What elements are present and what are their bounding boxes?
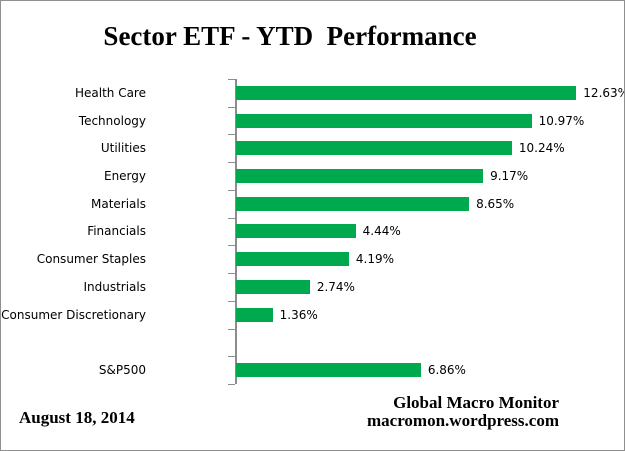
axis-tick [228, 384, 235, 385]
chart-row: Technology 10.97% [1, 107, 624, 135]
data-bar [236, 307, 273, 322]
chart-row: Health Care 12.63% [1, 79, 624, 107]
axis-tick [228, 162, 235, 164]
data-bar [236, 196, 470, 211]
data-bar [236, 279, 310, 294]
chart-row [1, 329, 624, 357]
value-label: 1.36% [279, 307, 318, 322]
category-label: Utilities [100, 141, 146, 156]
value-label: 4.44% [362, 224, 401, 239]
data-bar [236, 141, 512, 156]
chart-row: S&P500 6.86% [1, 356, 624, 384]
category-label: Financials [87, 224, 146, 239]
chart-row: Energy 9.17% [1, 162, 624, 190]
axis-tick [228, 134, 235, 136]
data-bar [236, 363, 421, 378]
value-label: 2.74% [316, 279, 355, 294]
chart-row: Industrials 2.74% [1, 273, 624, 301]
category-axis-line [235, 79, 237, 384]
value-label: 10.97% [538, 113, 585, 128]
category-label: Technology [78, 113, 146, 128]
axis-tick [228, 273, 235, 275]
category-label: Materials [90, 196, 146, 211]
category-label: Health Care [74, 85, 146, 100]
value-label: 6.86% [427, 363, 466, 378]
axis-tick [228, 189, 235, 191]
footer-source: Global Macro Monitor macromon.wordpress.… [367, 394, 559, 429]
chart-row: Consumer Staples 4.19% [1, 245, 624, 273]
value-label: 4.19% [355, 252, 395, 267]
value-label: 10.24% [518, 141, 565, 156]
chart-row: Materials 8.65% [1, 190, 624, 218]
chart-row: Utilities 10.24% [1, 134, 624, 162]
axis-tick [228, 356, 235, 358]
plot-area: Health Care 12.63% Technology 10.97% Utiliti… [1, 79, 624, 385]
axis-tick [228, 79, 235, 80]
axis-tick [228, 328, 235, 330]
footer-source-url: macromon.wordpress.com [366, 410, 559, 430]
data-bar [236, 224, 356, 239]
category-label: Consumer Staples [36, 252, 146, 267]
value-label: 9.17% [490, 169, 529, 184]
chart-row: Financials 4.44% [1, 218, 624, 246]
data-bar [236, 252, 349, 267]
axis-tick [228, 245, 235, 247]
axis-tick [228, 217, 235, 219]
axis-tick [228, 106, 235, 108]
axis-tick [228, 300, 235, 302]
data-bar [236, 169, 484, 184]
category-label: Consumer Discretionary [1, 307, 146, 322]
data-bar [236, 113, 532, 128]
chart-row: Consumer Discretionary 1.36% [1, 301, 624, 329]
data-bar [236, 85, 577, 100]
chart-title: Sector ETF - YTD Performance [103, 21, 477, 51]
footer-source-title: Global Macro Monitor [393, 393, 559, 412]
category-label: Industrials [83, 279, 146, 294]
category-label: Energy [103, 169, 146, 184]
footer-date: August 18, 2014 [19, 408, 135, 427]
value-label: 12.63% [583, 85, 625, 100]
value-label: 8.65% [476, 196, 515, 211]
category-label: S&P500 [98, 363, 146, 378]
